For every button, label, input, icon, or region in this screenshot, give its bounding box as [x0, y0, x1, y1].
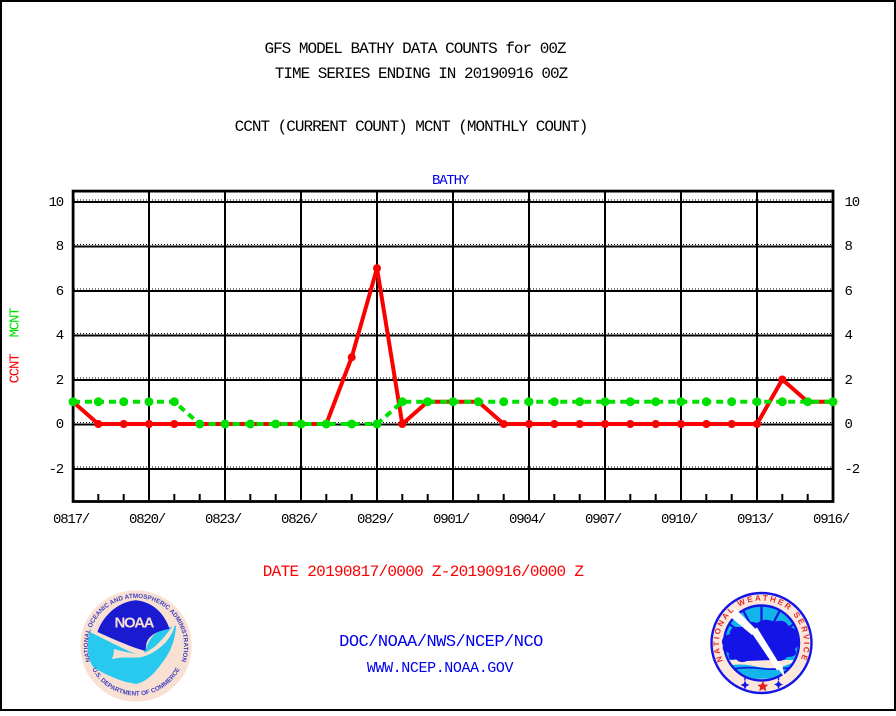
svg-text:NOAA: NOAA — [115, 615, 155, 632]
